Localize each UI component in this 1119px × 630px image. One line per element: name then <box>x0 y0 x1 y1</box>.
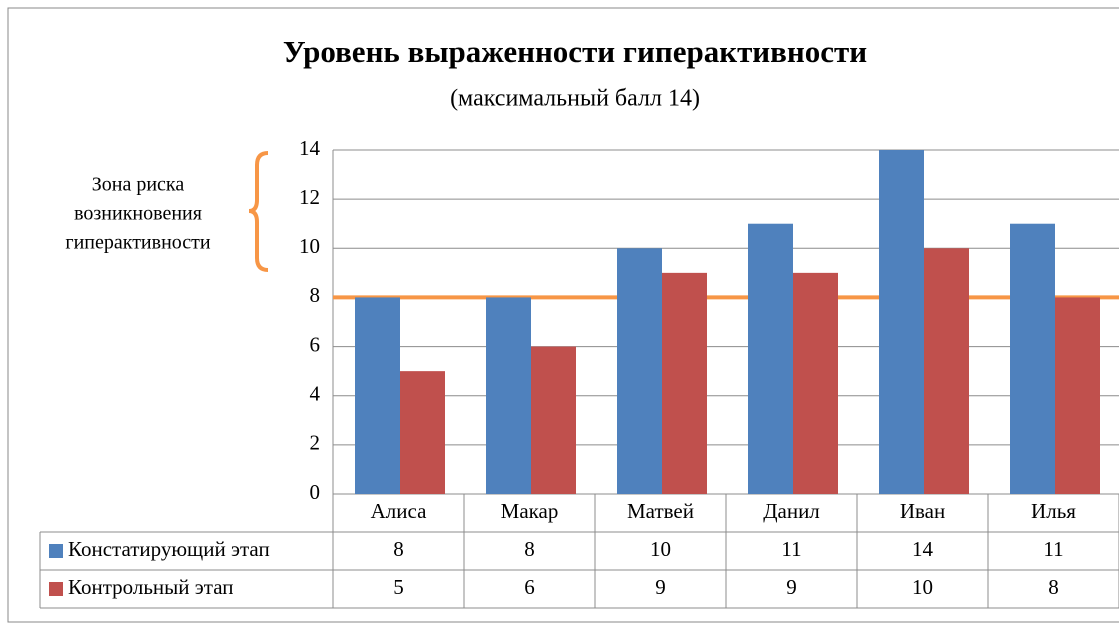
bar <box>662 272 707 494</box>
bar <box>793 272 838 494</box>
x-tick-label: Макар <box>501 499 559 523</box>
x-tick-label: Алиса <box>371 499 427 523</box>
bar <box>924 248 969 494</box>
y-tick-label: 0 <box>310 480 321 504</box>
x-tick-label: Илья <box>1031 499 1076 523</box>
chart-title: Уровень выраженности гиперактивности <box>283 34 867 69</box>
y-tick-label: 12 <box>299 185 320 209</box>
legend-label: Контрольный этап <box>68 575 233 599</box>
legend-label: Констатирующий этап <box>68 537 270 561</box>
bar <box>355 297 400 494</box>
table-value: 9 <box>655 575 666 599</box>
bar <box>486 297 531 494</box>
table-value: 6 <box>524 575 535 599</box>
y-tick-label: 14 <box>299 136 321 160</box>
bar <box>400 371 445 494</box>
table-value: 9 <box>786 575 797 599</box>
bar <box>879 150 924 494</box>
chart-subtitle: (максимальный балл 14) <box>450 86 700 112</box>
table-value: 11 <box>781 537 801 561</box>
chart-frame <box>7 7 1119 623</box>
annotation-text: Зона риска <box>92 174 185 196</box>
y-tick-label: 8 <box>310 283 321 307</box>
table-value: 8 <box>393 537 404 561</box>
bar <box>1010 223 1055 494</box>
table-value: 10 <box>912 575 933 599</box>
y-tick-label: 6 <box>310 332 321 356</box>
risk-bracket <box>248 151 269 272</box>
table-value: 8 <box>1048 575 1059 599</box>
table-value: 11 <box>1043 537 1063 561</box>
annotation-text: возникновения <box>74 203 202 225</box>
x-tick-label: Данил <box>763 499 820 523</box>
bar <box>531 346 576 494</box>
table-value: 5 <box>393 575 404 599</box>
annotation-text: гиперактивности <box>65 232 211 254</box>
legend-swatch <box>49 582 63 596</box>
y-tick-label: 10 <box>299 234 320 258</box>
y-tick-label: 4 <box>310 382 321 406</box>
bar <box>1055 297 1100 494</box>
legend-swatch <box>49 544 63 558</box>
bar <box>748 223 793 494</box>
x-tick-label: Иван <box>900 499 945 523</box>
y-tick-label: 2 <box>310 431 321 455</box>
table-value: 14 <box>912 537 934 561</box>
bar <box>617 248 662 494</box>
table-value: 10 <box>650 537 671 561</box>
x-tick-label: Матвей <box>627 499 694 523</box>
table-value: 8 <box>524 537 535 561</box>
